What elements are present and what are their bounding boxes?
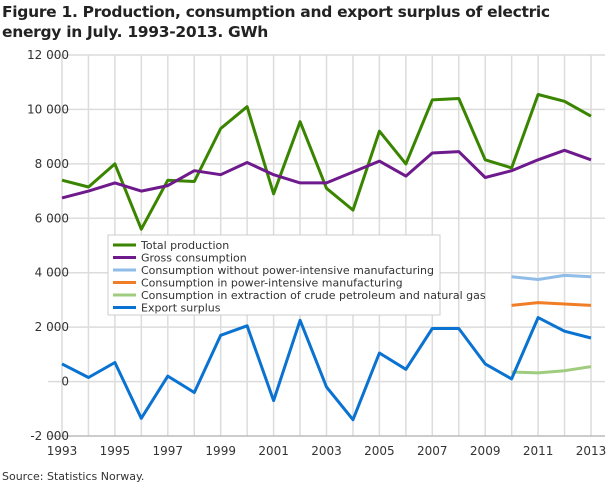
- legend-box: [107, 234, 441, 316]
- x-tick-label: 1999: [205, 444, 236, 458]
- x-tick-label: 2011: [523, 444, 554, 458]
- y-tick-label: 12 000: [27, 48, 69, 62]
- x-tick-label: 2007: [417, 444, 448, 458]
- y-tick-label: 6 000: [35, 211, 69, 225]
- legend-label: Consumption without power-intensive manu…: [141, 264, 434, 277]
- y-tick-label: 0: [61, 375, 69, 389]
- series-line-consumption-in-extraction-of-crude-petroleum-and-natural-gas: [511, 365, 592, 375]
- y-tick-label: 10 000: [27, 102, 69, 116]
- x-tick-label: 2001: [258, 444, 289, 458]
- x-tick-label: 2009: [470, 444, 501, 458]
- y-tick-label: 8 000: [35, 157, 69, 171]
- x-tick-label: 2003: [311, 444, 342, 458]
- series-line-consumption-without-power-intensive-manufacturing: [511, 273, 592, 281]
- x-tick-label: 2013: [576, 444, 607, 458]
- x-tick-label: 1993: [47, 444, 78, 458]
- source-note: Source: Statistics Norway.: [2, 470, 145, 483]
- series-line-total-production: [61, 93, 592, 231]
- series-line-export-surplus: [61, 316, 592, 422]
- y-tick-label: 2 000: [35, 320, 69, 334]
- legend-label: Gross consumption: [141, 252, 247, 265]
- x-tick-label: 1997: [153, 444, 184, 458]
- y-tick-label: -2 000: [30, 429, 69, 443]
- x-tick-label: 2005: [364, 444, 395, 458]
- y-tick-label: 4 000: [35, 266, 69, 280]
- series-line-gross-consumption: [61, 148, 592, 200]
- legend-label: Consumption in extraction of crude petro…: [141, 289, 486, 302]
- series-line-consumption-in-power-intensive-manufacturing: [511, 301, 592, 307]
- x-tick-label: 1995: [100, 444, 131, 458]
- chart-title: Figure 1. Production, consumption and ex…: [2, 3, 550, 41]
- legend-label: Export surplus: [141, 302, 221, 315]
- legend-label: Total production: [140, 239, 229, 252]
- legend-label: Consumption in power-intensive manufactu…: [141, 277, 403, 290]
